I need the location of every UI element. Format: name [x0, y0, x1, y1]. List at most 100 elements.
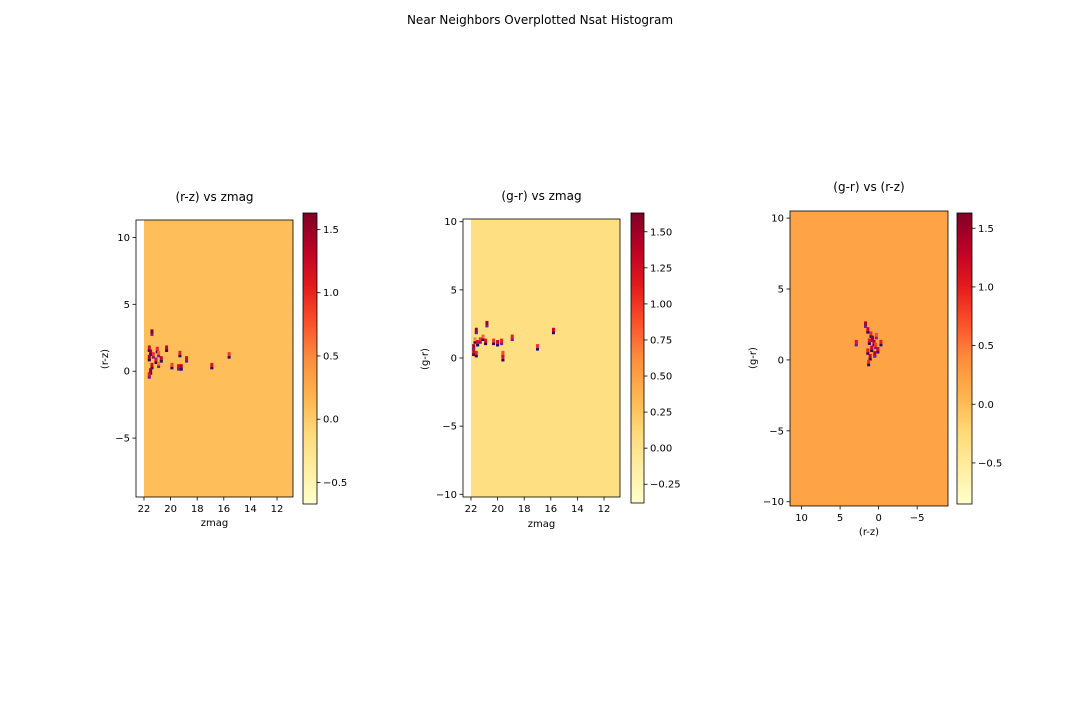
data-cell — [500, 338, 504, 346]
x-tick-label: 10 — [795, 513, 808, 524]
data-cell-marker — [149, 353, 153, 356]
data-cell-value — [496, 340, 500, 347]
colorbar-tick-label: 1.50 — [650, 227, 672, 238]
subplot-gr-vs-zmag: (g-r) vs zmag zmag (g-r) 22 20 18 16 14 12 −10… — [420, 189, 681, 530]
data-cell-marker — [227, 356, 231, 359]
data-cell — [481, 334, 485, 342]
data-cell-value — [472, 344, 476, 351]
colorbar-tick-label: 0.75 — [650, 335, 672, 346]
data-cell — [870, 345, 874, 353]
data-cell — [147, 354, 151, 362]
data-cell — [177, 364, 181, 371]
data-cell — [870, 335, 874, 343]
y-tick-label: −10 — [763, 497, 784, 508]
data-cell-marker — [157, 365, 161, 369]
data-cell-value — [879, 339, 883, 346]
data-cell-marker — [870, 339, 874, 343]
data-cell — [874, 342, 878, 350]
data-cell-marker — [159, 360, 163, 363]
colorbar-tick-label: 0.0 — [323, 415, 339, 426]
data-cell-marker — [150, 333, 154, 336]
data-cell-value — [481, 334, 485, 341]
figure-suptitle: Near Neighbors Overplotted Nsat Histogra… — [407, 13, 673, 27]
data-cell-marker — [867, 363, 871, 367]
data-cell — [165, 345, 169, 352]
data-cell — [551, 327, 555, 335]
data-cell-marker — [873, 355, 877, 358]
data-cell-value — [157, 361, 161, 368]
data-cell — [869, 331, 873, 338]
data-cell-value — [478, 337, 482, 344]
data-cell-marker — [474, 331, 478, 335]
data-cell-value — [227, 352, 231, 359]
data-cell — [874, 332, 878, 340]
data-cell-value — [177, 364, 181, 371]
data-cell-marker — [876, 350, 880, 354]
data-cell — [472, 344, 476, 351]
data-cell — [178, 350, 182, 358]
data-cell — [496, 340, 500, 347]
data-cell-value — [185, 356, 189, 363]
x-tick-label: 5 — [837, 513, 843, 524]
data-cell-value — [149, 368, 153, 375]
data-cell-value — [170, 362, 174, 369]
data-cell-value — [157, 350, 161, 357]
y-tick-label: 5 — [778, 285, 784, 296]
data-cell-marker — [150, 366, 154, 370]
x-tick-label: 14 — [571, 504, 584, 515]
colorbar-tick-label: 0.0 — [978, 400, 994, 411]
x-tick-label: 22 — [138, 504, 151, 515]
data-cell-value — [147, 372, 151, 379]
data-cell — [157, 361, 161, 369]
data-cell-marker — [866, 352, 870, 355]
colorbar-tick-label: −0.5 — [323, 478, 347, 489]
data-cell-value — [147, 354, 151, 361]
colorbar-scale — [630, 212, 645, 504]
data-cell — [227, 352, 231, 359]
data-cell-marker — [867, 342, 871, 345]
subplot-rz-vs-zmag: (r-z) vs zmag zmag (r-z) 22 20 18 16 14 12 −5 0… — [100, 190, 347, 529]
data-cell — [867, 359, 871, 367]
colorbar-tick-label: −0.25 — [650, 480, 681, 491]
data-cell-marker — [869, 335, 873, 338]
colorbar-tick-label: 1.5 — [323, 225, 339, 236]
data-cell — [492, 338, 496, 346]
data-cell — [159, 356, 163, 363]
data-cell-marker — [870, 349, 874, 353]
data-cell-value — [149, 349, 153, 356]
data-cell-marker — [147, 376, 151, 379]
data-cell — [872, 339, 876, 347]
data-cell-marker — [500, 342, 504, 346]
panel-2-title: (g-r) vs zmag — [501, 189, 581, 203]
colorbar-tick-label: 0.50 — [650, 372, 672, 383]
y-tick-label: −5 — [115, 434, 130, 445]
y-tick-label: −10 — [436, 490, 457, 501]
data-cell — [179, 364, 183, 371]
panel-1-title: (r-z) vs zmag — [175, 190, 253, 204]
data-cell-value — [501, 350, 505, 357]
data-cell — [510, 334, 514, 342]
data-cell — [154, 357, 158, 365]
y-tick-label: 0 — [451, 354, 457, 365]
colorbar-tick-label: 1.25 — [650, 263, 672, 274]
empty-bin-strip — [136, 220, 144, 497]
data-cell-value — [474, 327, 478, 334]
data-cell-value — [484, 338, 488, 345]
panel-2-xlabel: zmag — [528, 519, 555, 530]
data-cell-marker — [551, 331, 555, 335]
data-cell-value — [873, 351, 877, 358]
y-tick-label: 5 — [124, 300, 130, 311]
data-cell — [474, 327, 478, 335]
data-cell-value — [874, 332, 878, 339]
data-cell-marker — [170, 366, 174, 370]
colorbar-tick-label: −0.5 — [978, 458, 1002, 469]
data-cell-marker — [485, 324, 489, 328]
data-cell-value — [485, 320, 489, 327]
data-cell — [151, 352, 155, 359]
data-cell-value — [178, 350, 182, 357]
colorbar-tick-label: 0.5 — [978, 341, 994, 352]
data-cell-value — [501, 355, 505, 361]
data-cell — [476, 340, 480, 347]
data-cell-value — [151, 352, 155, 359]
